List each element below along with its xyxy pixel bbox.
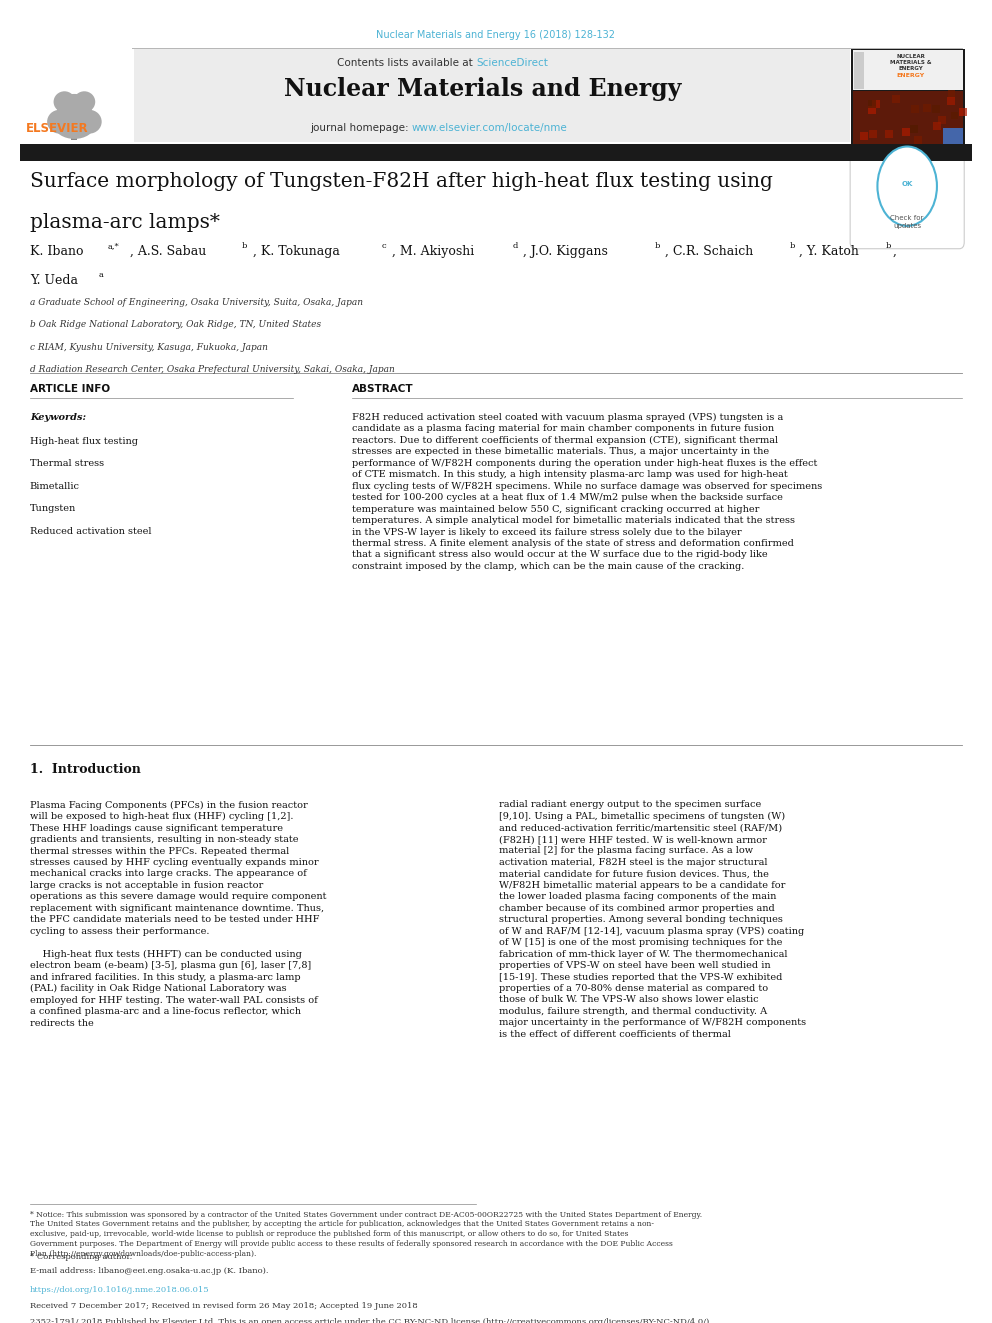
Text: Keywords:: Keywords:	[30, 413, 86, 422]
Text: a: a	[98, 271, 103, 279]
Text: c RIAM, Kyushu University, Kasuga, Fukuoka, Japan: c RIAM, Kyushu University, Kasuga, Fukuo…	[30, 343, 268, 352]
Text: * Corresponding author.: * Corresponding author.	[30, 1253, 132, 1261]
Bar	[954, 119, 962, 127]
Text: Surface morphology of Tungsten-F82H after high-heat flux testing using: Surface morphology of Tungsten-F82H afte…	[30, 172, 773, 191]
Text: d Radiation Research Center, Osaka Prefectural University, Sakai, Osaka, Japan: d Radiation Research Center, Osaka Prefe…	[30, 365, 395, 374]
Ellipse shape	[54, 91, 75, 112]
Bar	[929, 123, 936, 131]
Bar	[857, 105, 865, 112]
Text: radial radiant energy output to the specimen surface
[9,10]. Using a PAL, bimeta: radial radiant energy output to the spec…	[499, 800, 806, 1039]
Ellipse shape	[55, 112, 94, 139]
Bar	[907, 130, 915, 138]
Text: https://doi.org/10.1016/j.nme.2018.06.015: https://doi.org/10.1016/j.nme.2018.06.01…	[30, 1286, 209, 1294]
Text: Plasma Facing Components (PFCs) in the fusion reactor
will be exposed to high-he: Plasma Facing Components (PFCs) in the f…	[30, 800, 326, 1028]
Text: b: b	[655, 242, 660, 250]
Bar	[952, 126, 960, 134]
Text: ,: ,	[893, 245, 897, 258]
Text: b: b	[242, 242, 247, 250]
Text: d: d	[513, 242, 518, 250]
Bar	[945, 107, 953, 115]
Text: High-heat flux testing: High-heat flux testing	[30, 437, 138, 446]
Text: ScienceDirect: ScienceDirect	[476, 58, 548, 69]
Bar	[851, 49, 965, 146]
Bar	[853, 91, 963, 144]
FancyBboxPatch shape	[850, 149, 964, 249]
Bar	[873, 126, 881, 134]
Bar	[891, 105, 899, 112]
Bar	[134, 49, 850, 142]
Text: b: b	[886, 242, 891, 250]
Text: Tungsten: Tungsten	[30, 504, 76, 513]
Text: E-mail address: libano@eei.eng.osaka-u.ac.jp (K. Ibano).: E-mail address: libano@eei.eng.osaka-u.a…	[30, 1267, 268, 1275]
Bar	[20, 42, 132, 146]
Circle shape	[877, 147, 936, 226]
Text: , A.S. Sabau: , A.S. Sabau	[130, 245, 206, 258]
Text: www.elsevier.com/locate/nme: www.elsevier.com/locate/nme	[412, 123, 567, 134]
Ellipse shape	[77, 110, 102, 134]
Text: Contents lists available at: Contents lists available at	[337, 58, 476, 69]
Bar	[856, 116, 864, 124]
Bar	[877, 90, 885, 98]
Bar	[875, 112, 883, 120]
Bar	[954, 112, 962, 120]
Text: , Y. Katoh: , Y. Katoh	[799, 245, 858, 258]
Text: journal homepage:: journal homepage:	[310, 123, 412, 134]
Text: Reduced activation steel: Reduced activation steel	[30, 527, 151, 536]
Text: b Oak Ridge National Laboratory, Oak Ridge, TN, United States: b Oak Ridge National Laboratory, Oak Rid…	[30, 320, 320, 329]
Text: b: b	[790, 242, 795, 250]
Bar	[853, 50, 963, 90]
Bar	[956, 123, 964, 131]
Text: plasma-arc lamps*: plasma-arc lamps*	[30, 213, 219, 232]
Text: Thermal stress: Thermal stress	[30, 459, 104, 468]
Bar	[933, 94, 941, 102]
Text: NUCLEAR
MATERIALS &
ENERGY: NUCLEAR MATERIALS & ENERGY	[890, 54, 931, 71]
Text: Y. Ueda: Y. Ueda	[30, 274, 77, 287]
Text: 2352-1791/ 2018 Published by Elsevier Ltd. This is an open access article under : 2352-1791/ 2018 Published by Elsevier Lt…	[30, 1318, 711, 1323]
Ellipse shape	[57, 94, 91, 123]
Text: OK: OK	[902, 181, 913, 187]
Bar	[865, 94, 873, 102]
Text: ELSEVIER: ELSEVIER	[26, 122, 88, 135]
Text: a Graduate School of Engineering, Osaka University, Suita, Osaka, Japan: a Graduate School of Engineering, Osaka …	[30, 298, 363, 307]
Ellipse shape	[73, 91, 95, 112]
Text: * Notice: This submission was sponsored by a contractor of the United States Gov: * Notice: This submission was sponsored …	[30, 1211, 702, 1258]
Bar	[854, 52, 864, 89]
Text: Received 7 December 2017; Received in revised form 26 May 2018; Accepted 19 June: Received 7 December 2017; Received in re…	[30, 1302, 418, 1310]
Bar	[932, 128, 940, 136]
Text: , K. Tokunaga: , K. Tokunaga	[253, 245, 340, 258]
Bar	[943, 128, 963, 144]
Bar	[908, 111, 916, 119]
Bar	[20, 144, 972, 161]
Text: Check for
updates: Check for updates	[891, 216, 924, 229]
Text: , M. Akiyoshi: , M. Akiyoshi	[392, 245, 474, 258]
Ellipse shape	[47, 110, 72, 134]
Text: Nuclear Materials and Energy: Nuclear Materials and Energy	[285, 77, 682, 101]
Bar	[71, 120, 77, 140]
Text: ARTICLE INFO: ARTICLE INFO	[30, 384, 110, 394]
Bar	[918, 106, 926, 114]
Bar	[901, 134, 909, 142]
Text: ENERGY: ENERGY	[897, 73, 925, 78]
Text: c: c	[382, 242, 387, 250]
Bar	[947, 114, 955, 122]
Text: a,*: a,*	[107, 242, 119, 250]
Text: 1.  Introduction: 1. Introduction	[30, 763, 141, 777]
Text: , C.R. Schaich: , C.R. Schaich	[665, 245, 753, 258]
Text: F82H reduced activation steel coated with vacuum plasma sprayed (VPS) tungsten i: F82H reduced activation steel coated wit…	[352, 413, 822, 572]
Text: K. Ibano: K. Ibano	[30, 245, 83, 258]
Text: Bimetallic: Bimetallic	[30, 482, 79, 491]
Text: , J.O. Kiggans: , J.O. Kiggans	[523, 245, 608, 258]
Text: ABSTRACT: ABSTRACT	[352, 384, 414, 394]
Text: Nuclear Materials and Energy 16 (2018) 128-132: Nuclear Materials and Energy 16 (2018) 1…	[377, 30, 615, 41]
